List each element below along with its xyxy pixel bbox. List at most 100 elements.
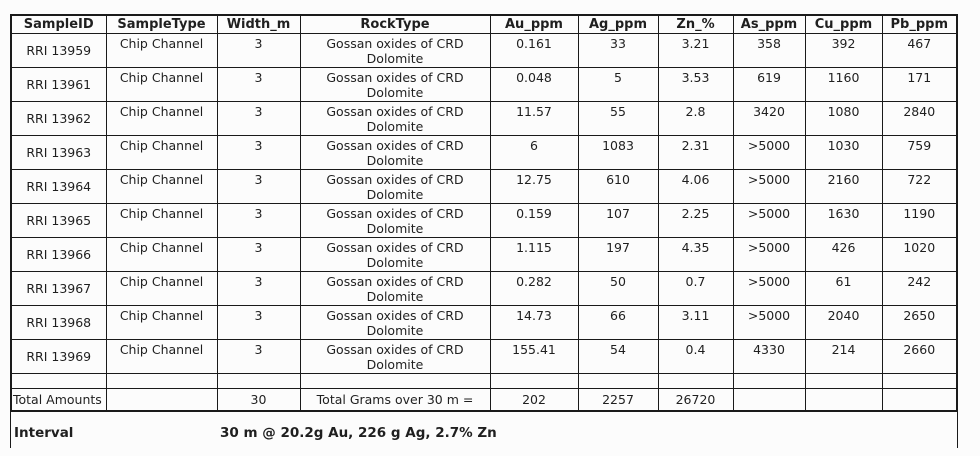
total-au-cell: 202	[489, 388, 579, 411]
cell-sample_type: Chip Channel	[105, 203, 218, 238]
table-row: RRI 13964 Chip Channel 3 Gossan oxides of C…	[10, 169, 958, 204]
cell-cu_ppm: 392	[804, 33, 883, 68]
cell-zn_pct: 2.25	[657, 203, 734, 238]
cell-as_ppm: >5000	[732, 135, 806, 170]
cell-pb_ppm: 2650	[881, 305, 958, 340]
cell-sample_id: RRI 13967	[10, 271, 107, 306]
spacer-cell	[10, 373, 107, 389]
cell-pb_ppm: 2840	[881, 101, 958, 136]
cell-rock_type: Gossan oxides of CRD Dolomite	[299, 203, 491, 238]
cell-as_ppm: 358	[732, 33, 806, 68]
cell-as_ppm: >5000	[732, 305, 806, 340]
cell-ag_ppm: 55	[577, 101, 659, 136]
cell-zn_pct: 3.21	[657, 33, 734, 68]
cell-zn_pct: 0.4	[657, 339, 734, 374]
cell-rock_type: Gossan oxides of CRD Dolomite	[299, 237, 491, 272]
cell-sample_id: RRI 13962	[10, 101, 107, 136]
total-as-cell	[732, 388, 806, 411]
column-header-as_ppm: As_ppm	[732, 14, 806, 34]
cell-au_ppm: 6	[489, 135, 579, 170]
cell-sample_id: RRI 13968	[10, 305, 107, 340]
total-zn-cell: 26720	[657, 388, 734, 411]
cell-zn_pct: 2.8	[657, 101, 734, 136]
cell-au_ppm: 1.115	[489, 237, 579, 272]
header-row: SampleID SampleType Width_m RockType Au_ppm A…	[10, 14, 958, 34]
spacer-cell	[577, 373, 659, 389]
cell-pb_ppm: 1190	[881, 203, 958, 238]
cell-zn_pct: 3.11	[657, 305, 734, 340]
cell-zn_pct: 4.06	[657, 169, 734, 204]
cell-sample_type: Chip Channel	[105, 101, 218, 136]
cell-pb_ppm: 171	[881, 67, 958, 102]
cell-ag_ppm: 197	[577, 237, 659, 272]
cell-au_ppm: 0.282	[489, 271, 579, 306]
cell-sample_id: RRI 13959	[10, 33, 107, 68]
spacer-cell	[732, 373, 806, 389]
cell-ag_ppm: 1083	[577, 135, 659, 170]
cell-sample_type: Chip Channel	[105, 67, 218, 102]
cell-ag_ppm: 50	[577, 271, 659, 306]
cell-pb_ppm: 759	[881, 135, 958, 170]
cell-sample_id: RRI 13964	[10, 169, 107, 204]
total-pb-cell	[881, 388, 958, 411]
interval-summary: 30 m @ 20.2g Au, 226 g Ag, 2.7% Zn	[220, 424, 497, 441]
cell-width_m: 3	[216, 169, 301, 204]
column-header-pb_ppm: Pb_ppm	[881, 14, 958, 34]
table-row: RRI 13965 Chip Channel 3 Gossan oxides of C…	[10, 203, 958, 238]
cell-as_ppm: 619	[732, 67, 806, 102]
table-row: RRI 13963 Chip Channel 3 Gossan oxides of C…	[10, 135, 958, 170]
cell-sample_id: RRI 13969	[10, 339, 107, 374]
table-row: RRI 13961 Chip Channel 3 Gossan oxides of C…	[10, 67, 958, 102]
cell-pb_ppm: 242	[881, 271, 958, 306]
table-row: RRI 13969 Chip Channel 3 Gossan oxides of C…	[10, 339, 958, 374]
interval-footer: Interval 30 m @ 20.2g Au, 226 g Ag, 2.7%…	[10, 411, 958, 448]
assay-results-page: SampleID SampleType Width_m RockType Au_ppm A…	[0, 14, 980, 456]
cell-sample_type: Chip Channel	[105, 237, 218, 272]
cell-width_m: 3	[216, 271, 301, 306]
cell-as_ppm: 3420	[732, 101, 806, 136]
cell-zn_pct: 3.53	[657, 67, 734, 102]
cell-ag_ppm: 107	[577, 203, 659, 238]
cell-pb_ppm: 467	[881, 33, 958, 68]
cell-width_m: 3	[216, 135, 301, 170]
cell-width_m: 3	[216, 339, 301, 374]
cell-ag_ppm: 33	[577, 33, 659, 68]
table-row: RRI 13966 Chip Channel 3 Gossan oxides of C…	[10, 237, 958, 272]
cell-rock_type: Gossan oxides of CRD Dolomite	[299, 305, 491, 340]
cell-sample_id: RRI 13963	[10, 135, 107, 170]
table-row: RRI 13959 Chip Channel 3 Gossan oxides of C…	[10, 33, 958, 68]
cell-cu_ppm: 1030	[804, 135, 883, 170]
spacer-cell	[804, 373, 883, 389]
spacer-cell	[489, 373, 579, 389]
cell-cu_ppm: 1160	[804, 67, 883, 102]
cell-width_m: 3	[216, 101, 301, 136]
cell-au_ppm: 0.159	[489, 203, 579, 238]
cell-au_ppm: 155.41	[489, 339, 579, 374]
cell-rock_type: Gossan oxides of CRD Dolomite	[299, 339, 491, 374]
interval-label: Interval	[14, 424, 74, 441]
cell-cu_ppm: 61	[804, 271, 883, 306]
assay-results-table: SampleID SampleType Width_m RockType Au_ppm A…	[10, 14, 958, 412]
cell-au_ppm: 11.57	[489, 101, 579, 136]
total-sample-type-cell	[105, 388, 218, 411]
cell-sample_type: Chip Channel	[105, 339, 218, 374]
cell-cu_ppm: 2160	[804, 169, 883, 204]
cell-au_ppm: 0.048	[489, 67, 579, 102]
cell-sample_type: Chip Channel	[105, 271, 218, 306]
cell-sample_type: Chip Channel	[105, 135, 218, 170]
spacer-row	[10, 373, 958, 389]
column-header-rock_type: RockType	[299, 14, 491, 34]
cell-width_m: 3	[216, 33, 301, 68]
cell-cu_ppm: 1080	[804, 101, 883, 136]
column-header-sample_type: SampleType	[105, 14, 218, 34]
column-header-sample_id: SampleID	[10, 14, 107, 34]
total-grams-label-cell: Total Grams over 30 m =	[299, 388, 491, 411]
cell-as_ppm: >5000	[732, 203, 806, 238]
column-header-au_ppm: Au_ppm	[489, 14, 579, 34]
cell-zn_pct: 4.35	[657, 237, 734, 272]
total-label-cell: Total Amounts	[10, 388, 107, 411]
cell-cu_ppm: 214	[804, 339, 883, 374]
cell-cu_ppm: 1630	[804, 203, 883, 238]
cell-ag_ppm: 66	[577, 305, 659, 340]
cell-as_ppm: 4330	[732, 339, 806, 374]
